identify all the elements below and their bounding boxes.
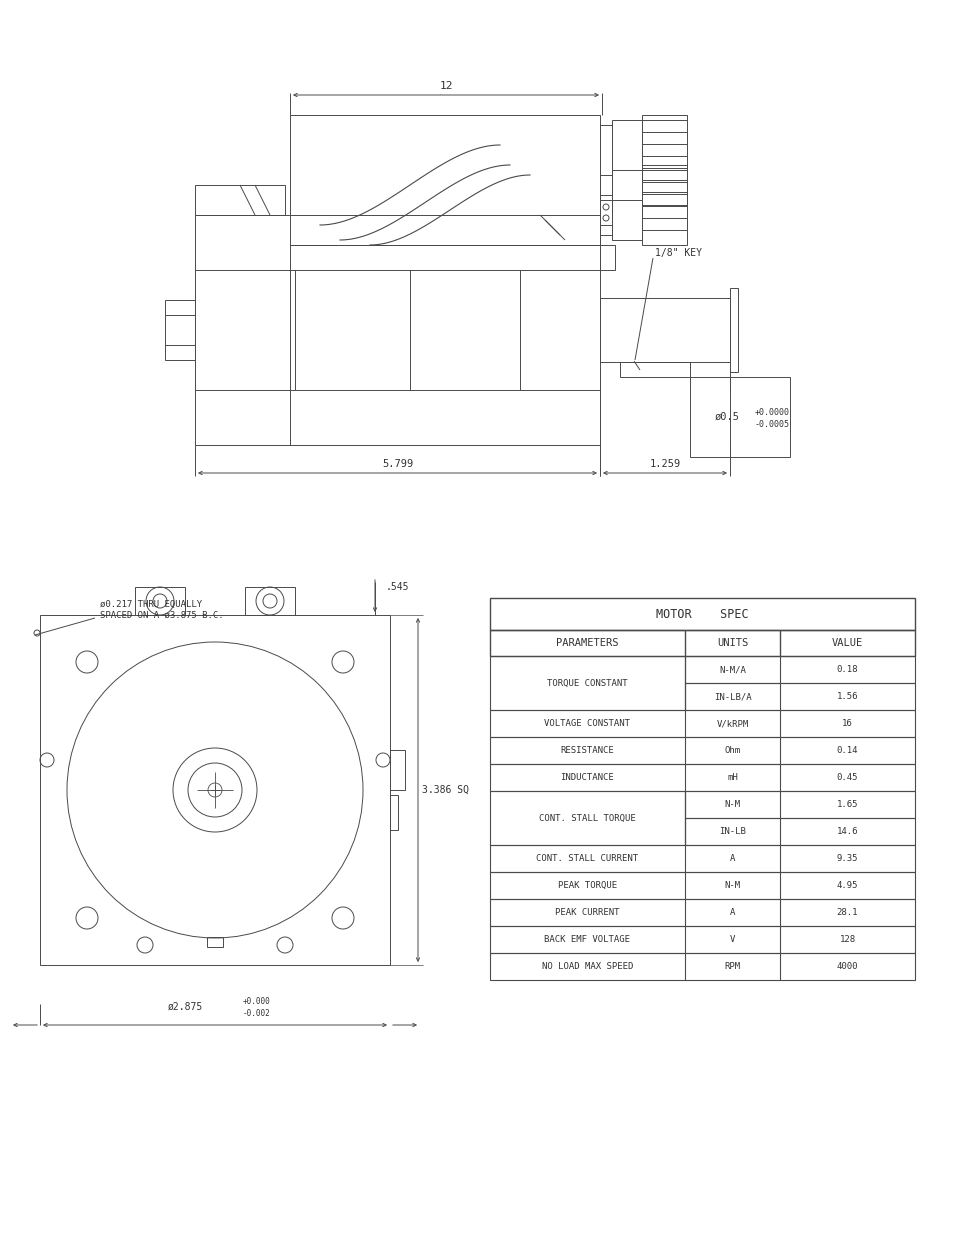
Bar — [40, 615, 390, 965]
Bar — [599, 200, 612, 225]
Bar — [612, 170, 641, 240]
Bar — [490, 953, 914, 981]
Text: PARAMETERS: PARAMETERS — [556, 638, 618, 648]
Bar — [490, 598, 914, 630]
Text: .545: .545 — [385, 582, 408, 592]
Text: 12: 12 — [438, 82, 453, 91]
Bar — [490, 899, 914, 926]
Text: 0.45: 0.45 — [836, 773, 858, 782]
Text: TORQUE CONSTANT: TORQUE CONSTANT — [547, 678, 627, 688]
Bar — [490, 845, 914, 872]
Text: PEAK CURRENT: PEAK CURRENT — [555, 908, 619, 918]
Text: 16: 16 — [841, 719, 852, 727]
Text: 1.65: 1.65 — [836, 800, 858, 809]
Text: 4000: 4000 — [836, 962, 858, 971]
Bar — [490, 764, 914, 790]
Bar — [390, 750, 405, 790]
Text: CONT. STALL CURRENT: CONT. STALL CURRENT — [536, 853, 638, 863]
Text: mH: mH — [726, 773, 737, 782]
Text: VALUE: VALUE — [831, 638, 862, 648]
Text: PEAK TORQUE: PEAK TORQUE — [558, 881, 617, 890]
Text: 14.6: 14.6 — [836, 827, 858, 836]
Text: V/kRPM: V/kRPM — [716, 719, 748, 727]
Bar — [684, 656, 914, 683]
Text: 0.18: 0.18 — [836, 664, 858, 674]
Text: Ohm: Ohm — [723, 746, 740, 755]
Bar — [290, 115, 599, 245]
Text: +0.0000: +0.0000 — [754, 408, 789, 416]
Bar — [619, 362, 689, 377]
Text: IN-LB: IN-LB — [719, 827, 745, 836]
Bar — [684, 683, 914, 710]
Text: NO LOAD MAX SPEED: NO LOAD MAX SPEED — [541, 962, 633, 971]
Text: A: A — [729, 908, 735, 918]
Text: V: V — [729, 935, 735, 944]
Text: 1.259: 1.259 — [649, 459, 679, 469]
Text: CONT. STALL TORQUE: CONT. STALL TORQUE — [538, 814, 636, 823]
Bar — [490, 790, 684, 845]
Bar — [490, 872, 914, 899]
Bar — [207, 937, 223, 947]
Bar — [684, 818, 914, 845]
Text: ø0.217 THRU EQUALLY
SPACED ON A ø3.875 B.C.: ø0.217 THRU EQUALLY SPACED ON A ø3.875 B… — [100, 600, 223, 620]
Bar — [490, 656, 684, 710]
Bar — [641, 165, 686, 245]
Bar — [245, 587, 294, 615]
Bar — [689, 377, 789, 457]
Text: -0.0005: -0.0005 — [754, 420, 789, 429]
Text: 3.386 SQ: 3.386 SQ — [422, 785, 469, 795]
Bar — [390, 795, 397, 830]
Bar — [194, 185, 285, 215]
Bar — [612, 120, 641, 200]
Text: N-M: N-M — [723, 800, 740, 809]
Text: ø2.875: ø2.875 — [167, 1002, 202, 1011]
Text: RESISTANCE: RESISTANCE — [560, 746, 614, 755]
Text: VOLTAGE CONSTANT: VOLTAGE CONSTANT — [544, 719, 630, 727]
Text: IN-LB/A: IN-LB/A — [713, 692, 751, 701]
Text: MOTOR    SPEC: MOTOR SPEC — [656, 608, 748, 620]
Text: +0.000: +0.000 — [243, 998, 271, 1007]
Bar — [490, 737, 914, 764]
Text: 5.799: 5.799 — [381, 459, 413, 469]
Bar — [135, 587, 185, 615]
Bar — [599, 298, 729, 362]
Text: 0.14: 0.14 — [836, 746, 858, 755]
Text: N-M: N-M — [723, 881, 740, 890]
Bar — [490, 710, 914, 737]
Text: -0.002: -0.002 — [243, 1009, 271, 1019]
Bar — [165, 300, 194, 359]
Text: INDUCTANCE: INDUCTANCE — [560, 773, 614, 782]
Text: N-M/A: N-M/A — [719, 664, 745, 674]
Bar — [599, 125, 612, 195]
Text: ø0.5: ø0.5 — [714, 412, 740, 422]
Text: 1/8" KEY: 1/8" KEY — [655, 248, 701, 258]
Text: UNITS: UNITS — [716, 638, 747, 648]
Bar — [490, 926, 914, 953]
Text: BACK EMF VOLTAGE: BACK EMF VOLTAGE — [544, 935, 630, 944]
Bar — [684, 790, 914, 818]
Bar — [599, 175, 612, 235]
Bar — [729, 288, 738, 372]
Text: 1.56: 1.56 — [836, 692, 858, 701]
Bar — [194, 215, 599, 445]
Bar — [490, 630, 914, 656]
Text: 128: 128 — [839, 935, 855, 944]
Bar — [641, 115, 686, 205]
Text: 28.1: 28.1 — [836, 908, 858, 918]
Text: A: A — [729, 853, 735, 863]
Text: 4.95: 4.95 — [836, 881, 858, 890]
Text: RPM: RPM — [723, 962, 740, 971]
Text: 9.35: 9.35 — [836, 853, 858, 863]
Bar — [599, 245, 615, 270]
